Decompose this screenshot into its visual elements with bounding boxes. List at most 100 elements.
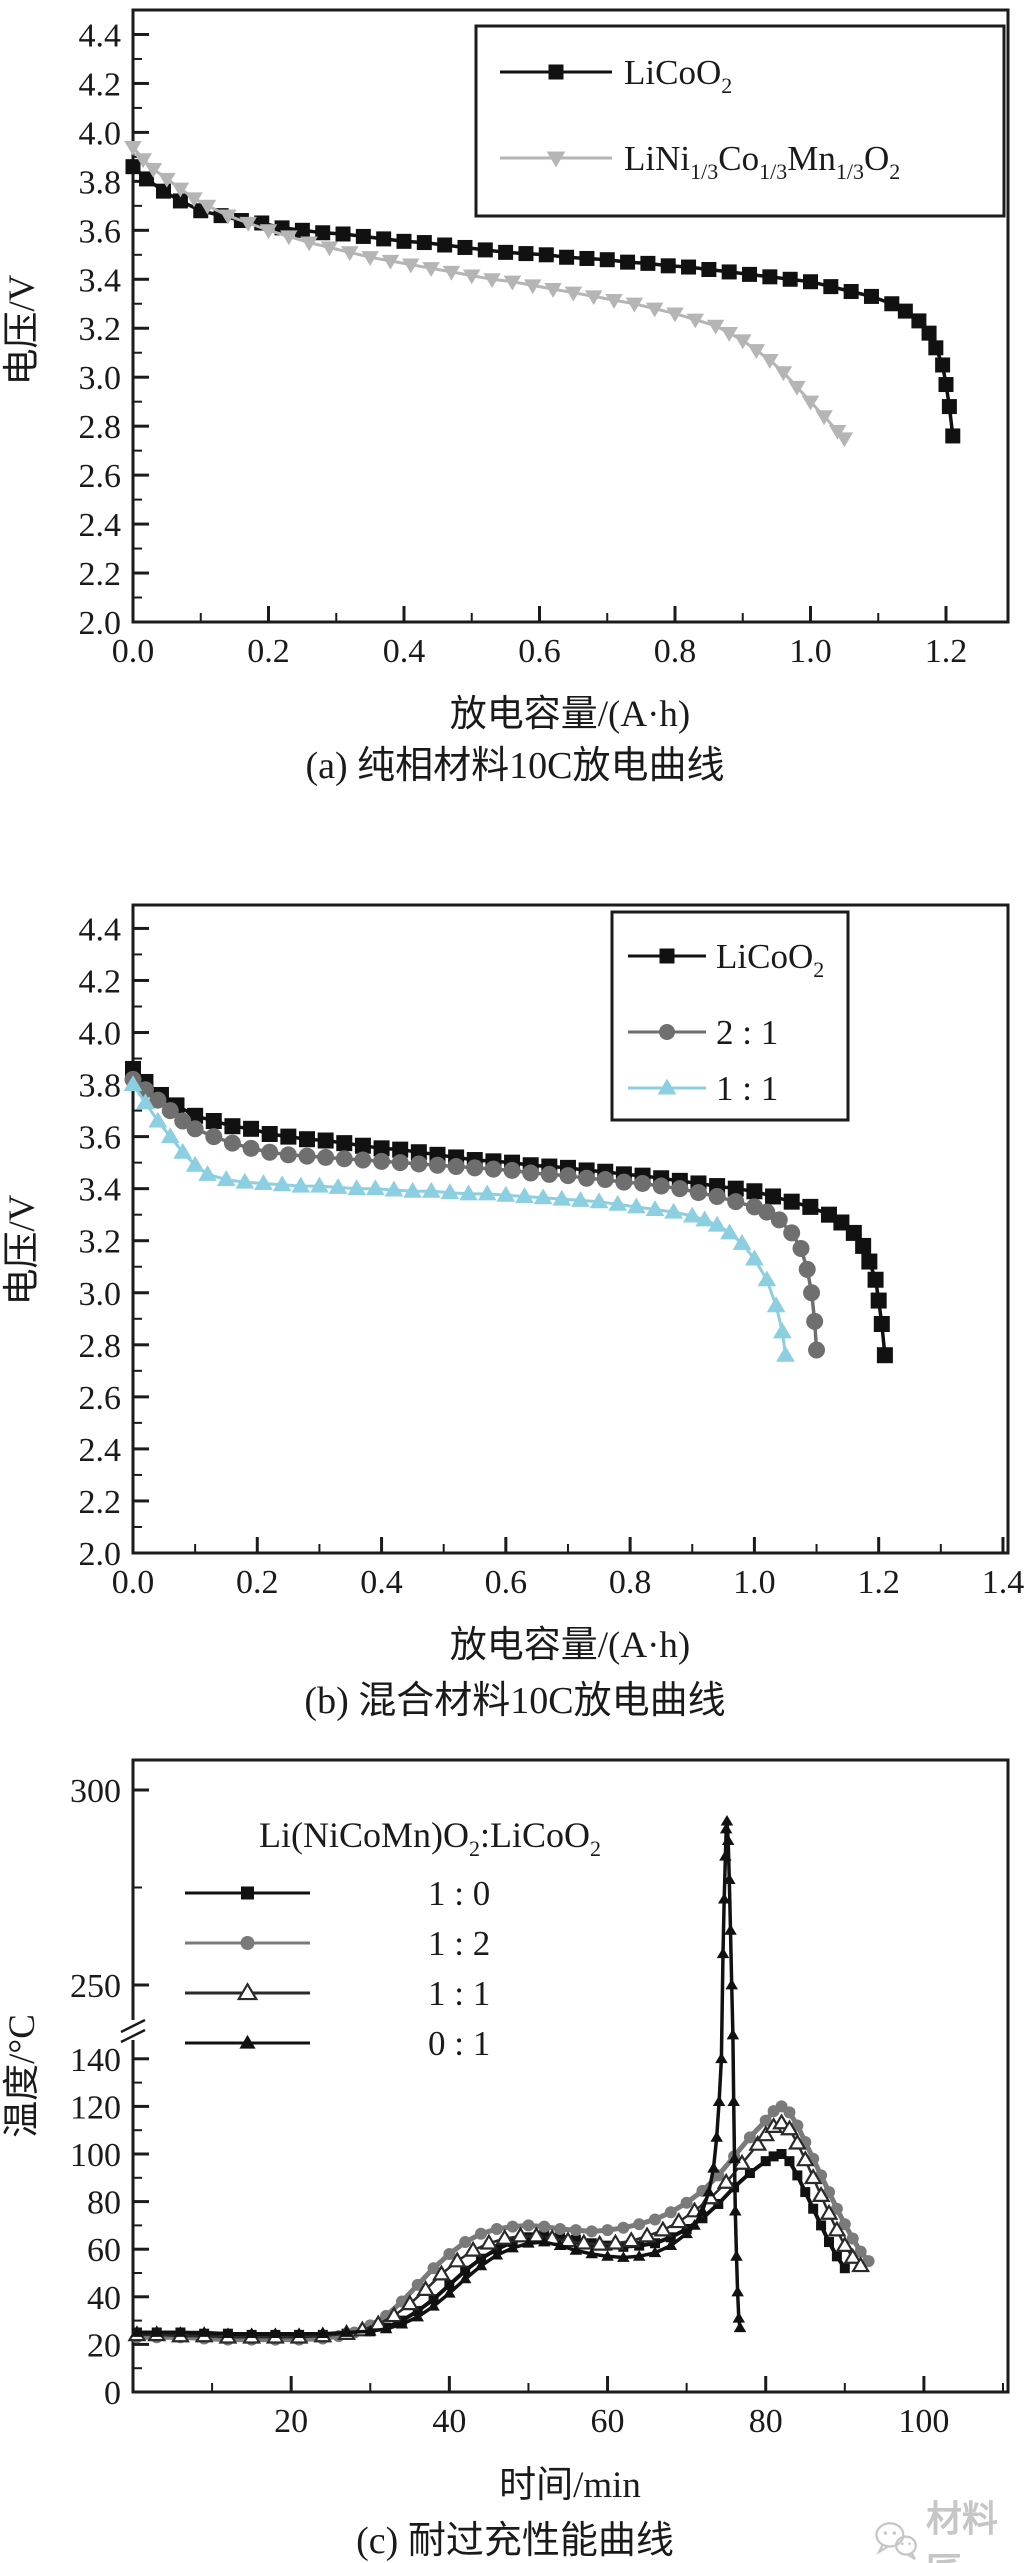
svg-text:1.0: 1.0 [733, 1564, 776, 1601]
svg-text:3.2: 3.2 [79, 1224, 122, 1261]
svg-text:2.6: 2.6 [79, 458, 122, 495]
svg-text:0.8: 0.8 [654, 633, 697, 670]
chart-c: 20 40 60 80 100 时间/min 0 20 40 60 80 100 120 140 250 30… [1, 1758, 1010, 2506]
svg-text:3.0: 3.0 [79, 360, 122, 397]
series-ratio-1-1 [123, 1075, 795, 1362]
svg-text:3.8: 3.8 [79, 164, 122, 201]
svg-text:100: 100 [898, 2403, 949, 2440]
watermark-text: 材料匠 [926, 2499, 999, 2563]
figure-a: 0.0 0.2 0.4 0.6 0.8 1.0 1.2 放电容量/(A·h) 2.0 2.2 2.4… [0, 0, 1030, 795]
svg-text:1.2: 1.2 [857, 1564, 900, 1601]
legend-box [474, 24, 1006, 218]
svg-text:4.2: 4.2 [79, 66, 122, 103]
y-axis-title: 电压/V [2, 1194, 43, 1305]
axis-break-mark [120, 2018, 146, 2034]
svg-text:0.2: 0.2 [247, 633, 290, 670]
svg-text:300: 300 [70, 1773, 121, 1810]
x-axis: 0.0 0.2 0.4 0.6 0.8 1.0 1.2 1.4 [112, 1537, 1024, 1601]
x-axis-title: 放电容量/(A·h) [450, 1624, 690, 1666]
svg-text:2.4: 2.4 [79, 1432, 122, 1469]
svg-text:LiCoO2: LiCoO2 [624, 53, 732, 98]
svg-text:0.4: 0.4 [383, 633, 426, 670]
legend: Li(NiCoMn)O2:LiCoO2 1 : 0 1 : 2 1 : 1 0 : 1 [185, 1815, 601, 2063]
svg-text:LiCoO2: LiCoO2 [716, 937, 824, 982]
svg-text:4.2: 4.2 [79, 963, 122, 1000]
x-axis: 0.0 0.2 0.4 0.6 0.8 1.0 1.2 [112, 606, 968, 670]
x-axis-title: 时间/min [499, 2465, 641, 2506]
svg-text:2.0: 2.0 [79, 1536, 122, 1573]
svg-text:3.2: 3.2 [79, 311, 122, 348]
svg-text:80: 80 [749, 2403, 783, 2440]
legend: LiCoO2 2 : 1 1 : 1 [610, 910, 850, 1122]
svg-text:100: 100 [70, 2137, 121, 2174]
svg-text:1 : 0: 1 : 0 [428, 1874, 490, 1913]
svg-text:4.4: 4.4 [79, 17, 122, 54]
y-axis: 2.0 2.2 2.4 2.6 2.8 3.0 3.2 3.4 3.6 3.8 4.0 4.2 4.4 [79, 911, 149, 1573]
svg-text:2.2: 2.2 [79, 556, 122, 593]
svg-text:1.2: 1.2 [925, 633, 968, 670]
svg-text:40: 40 [87, 2280, 121, 2317]
y-axis-title: 电压/V [2, 274, 43, 385]
svg-text:0 : 1: 0 : 1 [428, 2024, 490, 2063]
x-axis: 20 40 60 80 100 [211, 2376, 1004, 2440]
svg-text:3.0: 3.0 [79, 1276, 122, 1313]
svg-text:2.8: 2.8 [79, 1328, 122, 1365]
series-LiNi1-3Co1-3Mn1-3O2 [124, 141, 854, 448]
svg-text:1.4: 1.4 [982, 1564, 1025, 1601]
chart-b: 0.0 0.2 0.4 0.6 0.8 1.0 1.2 1.4 放电容量/(A·h) 2.0 2.2… [2, 903, 1024, 1666]
svg-text:3.4: 3.4 [79, 262, 122, 299]
axis-break-mark [120, 2028, 146, 2044]
figure-b: 0.0 0.2 0.4 0.6 0.8 1.0 1.2 1.4 放电容量/(A·h) 2.0 2.2… [0, 890, 1030, 1730]
svg-text:3.8: 3.8 [79, 1068, 122, 1105]
plot-border [131, 903, 1010, 1555]
svg-text:250: 250 [70, 1968, 121, 2005]
svg-text:2.6: 2.6 [79, 1380, 122, 1417]
svg-text:1 : 1: 1 : 1 [428, 1974, 490, 2013]
plot-border [131, 8, 1010, 624]
svg-text:60: 60 [591, 2403, 625, 2440]
x-axis-title: 放电容量/(A·h) [450, 693, 690, 735]
caption-a: (a) 纯相材料10C放电曲线 [305, 745, 725, 787]
svg-text:1 : 1: 1 : 1 [716, 1069, 778, 1108]
svg-text:120: 120 [70, 2089, 121, 2126]
legend: LiCoO2 LiNi1/3Co1/3Mn1/3O2 [474, 24, 1006, 218]
plot-border [131, 1758, 1010, 2394]
y-axis-title: 温度/°C [1, 2014, 43, 2138]
svg-text:2.0: 2.0 [79, 605, 122, 642]
series-ratio-0-1 [130, 1814, 747, 2339]
svg-text:20: 20 [87, 2327, 121, 2364]
svg-text:2.8: 2.8 [79, 409, 122, 446]
svg-text:0: 0 [104, 2375, 121, 2412]
watermark: 材料匠 [872, 2490, 1030, 2563]
svg-text:0.0: 0.0 [112, 1564, 155, 1601]
svg-text:LiNi1/3Co1/3Mn1/3O2: LiNi1/3Co1/3Mn1/3O2 [624, 139, 900, 184]
svg-text:140: 140 [70, 2042, 121, 2079]
svg-text:2 : 1: 2 : 1 [716, 1013, 778, 1052]
legend-title: Li(NiCoMn)O2:LiCoO2 [259, 1815, 601, 1861]
caption-b: (b) 混合材料10C放电曲线 [304, 1680, 726, 1722]
svg-text:3.4: 3.4 [79, 1172, 122, 1209]
svg-text:3.6: 3.6 [79, 1120, 122, 1157]
svg-text:0.6: 0.6 [518, 633, 561, 670]
chart-root-b: 0.0 0.2 0.4 0.6 0.8 1.0 1.2 1.4 放电容量/(A·h) 2.0 2.2… [2, 903, 1024, 1666]
series-ratio-2-1 [124, 1070, 826, 1359]
legend-box [610, 910, 850, 1122]
svg-text:0.2: 0.2 [236, 1564, 279, 1601]
svg-text:2.4: 2.4 [79, 507, 122, 544]
y-axis: 2.0 2.2 2.4 2.6 2.8 3.0 3.2 3.4 3.6 3.8 4.0 4.2 4.4 [79, 17, 149, 642]
chart-root-c: 20 40 60 80 100 时间/min 0 20 40 60 80 100 120 140 250 30… [1, 1758, 1010, 2506]
svg-text:60: 60 [87, 2232, 121, 2269]
svg-text:20: 20 [274, 2403, 308, 2440]
chart-root-a: 0.0 0.2 0.4 0.6 0.8 1.0 1.2 放电容量/(A·h) 2.0 2.2 2.4… [2, 8, 1010, 735]
series-LiCoO2 [125, 159, 961, 444]
svg-text:2.2: 2.2 [79, 1484, 122, 1521]
svg-text:0.8: 0.8 [609, 1564, 652, 1601]
svg-text:1.0: 1.0 [789, 633, 832, 670]
svg-text:4.0: 4.0 [79, 1016, 122, 1053]
svg-text:40: 40 [432, 2403, 466, 2440]
svg-text:0.4: 0.4 [360, 1564, 403, 1601]
y-axis: 0 20 40 60 80 100 120 140 250 300 [70, 1773, 149, 2412]
chart-a: 0.0 0.2 0.4 0.6 0.8 1.0 1.2 放电容量/(A·h) 2.0 2.2 2.4… [2, 8, 1010, 735]
svg-text:0.0: 0.0 [112, 633, 155, 670]
